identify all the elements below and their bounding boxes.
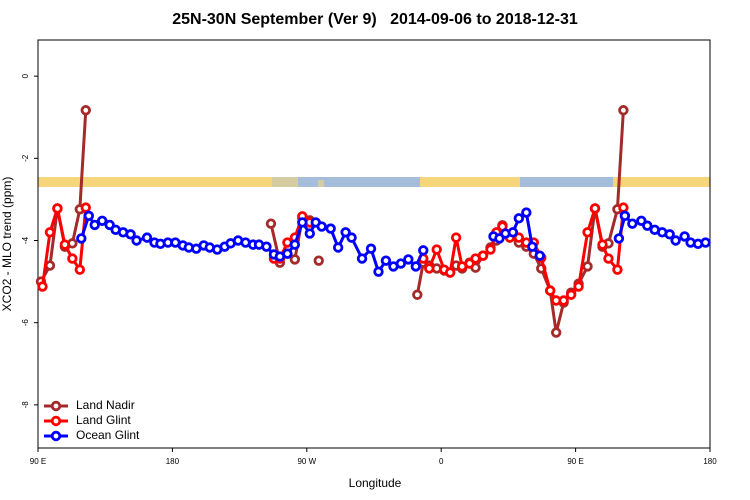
x-tick-label: 90 W	[297, 457, 316, 466]
point	[297, 217, 308, 228]
point	[627, 218, 638, 229]
x-tick-label: 0	[439, 457, 444, 466]
x-tick-label: 90 E	[567, 457, 583, 466]
chart-title: 25N-30N September (Ver 9) 2014-09-06 to …	[172, 11, 578, 28]
point	[477, 250, 489, 261]
point	[450, 232, 462, 243]
point	[424, 263, 435, 274]
point	[431, 244, 442, 255]
y-tick-label: -4	[21, 236, 30, 244]
point	[80, 202, 91, 213]
point	[89, 219, 100, 231]
point	[346, 232, 357, 243]
point	[412, 289, 423, 300]
point	[582, 227, 593, 238]
point	[619, 210, 631, 222]
y-tick-label: -6	[21, 319, 30, 327]
point	[97, 215, 108, 226]
point	[373, 266, 384, 277]
point	[558, 295, 569, 306]
point	[565, 289, 577, 300]
point	[527, 241, 538, 252]
point	[670, 235, 681, 246]
point	[76, 233, 87, 244]
point	[59, 239, 71, 250]
point	[550, 327, 562, 338]
point	[83, 210, 94, 222]
point	[365, 243, 377, 254]
legend-label: Land Nadir	[76, 398, 135, 412]
x-tick-label: 180	[703, 457, 717, 466]
y-axis-label: XCO2 - MLO trend (ppm)	[0, 177, 14, 312]
point	[74, 264, 86, 275]
point	[573, 281, 584, 292]
point	[613, 233, 625, 244]
legend-label: Ocean Glint	[76, 428, 140, 442]
point	[612, 264, 623, 275]
point	[289, 254, 301, 265]
legend-marker	[50, 400, 62, 412]
point	[282, 248, 293, 259]
point	[513, 213, 525, 224]
point	[589, 203, 601, 214]
point	[325, 223, 336, 234]
point	[44, 260, 56, 271]
legend-label: Land Glint	[76, 413, 131, 427]
point	[485, 244, 496, 255]
point	[664, 229, 675, 240]
point	[332, 242, 344, 253]
legend-marker	[50, 415, 62, 427]
point	[395, 258, 407, 269]
point	[261, 241, 272, 252]
y-tick-label: 0	[21, 73, 30, 78]
point	[618, 202, 629, 213]
point	[44, 227, 56, 238]
point	[67, 253, 78, 264]
point	[444, 267, 456, 278]
y-tick-label: -2	[21, 154, 30, 162]
point	[618, 105, 629, 116]
y-tick-label: -8	[21, 401, 30, 409]
point	[679, 231, 690, 242]
x-axis-label: Longitude	[349, 476, 402, 490]
point	[265, 218, 277, 229]
point	[507, 227, 519, 238]
point	[52, 203, 63, 214]
point	[289, 239, 301, 250]
point	[380, 255, 392, 266]
point	[418, 245, 429, 256]
point	[582, 261, 593, 272]
point	[410, 261, 422, 272]
point	[513, 232, 525, 243]
legend-marker	[50, 430, 62, 442]
point	[141, 232, 153, 243]
point	[700, 237, 711, 248]
point	[80, 105, 91, 116]
point	[316, 221, 327, 232]
point	[521, 207, 532, 218]
point	[304, 228, 315, 239]
x-tick-label: 180	[166, 457, 180, 466]
point	[313, 255, 324, 266]
point	[37, 281, 48, 292]
land-ocean-strip	[38, 177, 710, 187]
point	[356, 253, 368, 264]
point	[642, 220, 653, 231]
point	[125, 229, 136, 240]
point	[545, 285, 556, 296]
point	[534, 250, 545, 261]
x-tick-label: 90 E	[30, 457, 46, 466]
point	[597, 239, 608, 250]
point	[131, 235, 142, 246]
point	[340, 227, 351, 238]
point	[603, 253, 614, 264]
point	[403, 254, 414, 265]
